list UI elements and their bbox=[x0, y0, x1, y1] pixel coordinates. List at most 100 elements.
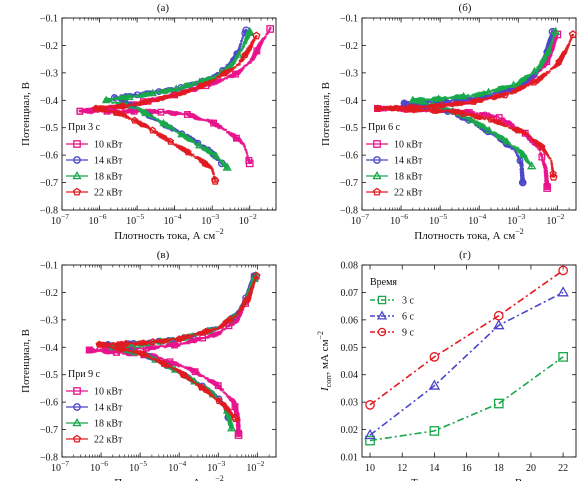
x-tick-exponent: −3 bbox=[211, 212, 219, 221]
x-tick-label: 10−7 bbox=[51, 459, 69, 474]
y-axis-label: Потенциал, В bbox=[20, 329, 32, 393]
series-marker bbox=[430, 106, 439, 114]
y-axis-label-rest: , мА см bbox=[319, 339, 331, 374]
series-marker bbox=[232, 70, 239, 78]
y-tick-label: 0.01 bbox=[341, 453, 359, 464]
polarization-panel: 10−7 10−6 10−5 10−4 10−3 10−2−0.1−0.2−0.3−0.4… bbox=[20, 2, 277, 242]
series-marker bbox=[148, 126, 157, 134]
y-tick-label: −0.5 bbox=[340, 123, 358, 134]
x-axis-label-sup: −2 bbox=[215, 227, 224, 236]
series-path bbox=[369, 356, 564, 442]
series-marker bbox=[400, 99, 408, 107]
series-marker bbox=[157, 108, 165, 116]
anodic-point bbox=[255, 34, 258, 38]
x-tick-label: 10−4 bbox=[168, 459, 186, 474]
y-tick-label: −0.6 bbox=[40, 398, 58, 409]
series-marker bbox=[514, 126, 522, 134]
data-point bbox=[558, 265, 568, 276]
cathodic-point bbox=[212, 173, 215, 176]
x-tick-exponent: −7 bbox=[61, 212, 69, 221]
series-marker bbox=[159, 118, 168, 127]
legend: Время 3 с 6 с 9 с bbox=[370, 277, 415, 339]
cathodic-point bbox=[192, 153, 195, 156]
series-marker bbox=[212, 151, 221, 160]
y-tick-label: −0.3 bbox=[40, 315, 58, 326]
series-marker bbox=[241, 51, 249, 59]
x-tick-base: 10 bbox=[168, 463, 178, 474]
legend: При 9 с 10 кВт 14 кВт 18 кВт 22 кВт bbox=[66, 369, 123, 446]
x-tick-exponent: −7 bbox=[361, 212, 369, 221]
series-curve bbox=[374, 30, 562, 192]
series-end-marker bbox=[543, 184, 552, 192]
x-tick-label: 20 bbox=[526, 463, 536, 474]
x-tick-base: 10 bbox=[468, 216, 478, 227]
x-tick-base: 10 bbox=[390, 216, 400, 227]
series-marker bbox=[538, 153, 546, 161]
cathodic-point bbox=[540, 156, 544, 160]
x-tick-base: 10 bbox=[51, 463, 61, 474]
cathodic-point bbox=[530, 165, 533, 168]
x-axis-label: Плотность тока, А см−2 bbox=[114, 227, 224, 242]
y-axis-label: Потенциал, В bbox=[20, 82, 32, 146]
x-tick-base: 10 bbox=[51, 216, 61, 227]
series-marker bbox=[501, 91, 509, 99]
x-tick-exponent: −2 bbox=[256, 459, 264, 468]
x-tick-label: 22 bbox=[558, 463, 568, 474]
legend-marker bbox=[72, 434, 82, 443]
anodic-point bbox=[251, 284, 255, 288]
legend-marker bbox=[373, 140, 381, 148]
x-tick-base: 10 bbox=[351, 216, 361, 227]
y-tick-label: −0.2 bbox=[40, 288, 58, 299]
x-tick-exponent: −4 bbox=[478, 212, 486, 221]
x-axis-label-sup: −2 bbox=[515, 227, 524, 236]
series-line bbox=[364, 286, 569, 440]
series-marker bbox=[191, 368, 199, 376]
y-tick-label: −0.4 bbox=[40, 96, 58, 107]
series-marker bbox=[484, 125, 494, 134]
series-line bbox=[365, 265, 568, 410]
cathodic-point bbox=[243, 145, 247, 148]
legend-title: При 6 с bbox=[368, 122, 401, 133]
data-point bbox=[429, 352, 440, 362]
x-tick-label: 16 bbox=[462, 463, 472, 474]
series-marker bbox=[408, 95, 418, 104]
cathodic-point bbox=[245, 152, 249, 155]
x-tick-label: 10−6 bbox=[90, 459, 108, 474]
legend-marker bbox=[377, 295, 387, 305]
cathodic-point bbox=[506, 124, 509, 128]
anodic-point bbox=[239, 42, 243, 46]
series-marker bbox=[232, 134, 240, 142]
series-marker bbox=[184, 148, 192, 156]
anodic-point bbox=[552, 36, 555, 40]
y-tick-label: −0.5 bbox=[40, 123, 58, 134]
series-path bbox=[369, 269, 564, 406]
y-tick-label: −0.2 bbox=[40, 41, 58, 52]
series-marker bbox=[177, 129, 186, 138]
legend-marker bbox=[73, 403, 81, 411]
series-marker bbox=[459, 91, 468, 100]
legend: При 3 с 10 кВт 14 кВт 18 кВт 22 кВт bbox=[66, 122, 123, 199]
x-tick-base: 10 bbox=[126, 216, 136, 227]
data-point bbox=[557, 286, 569, 297]
series-marker bbox=[118, 102, 127, 110]
data-point bbox=[365, 400, 375, 410]
x-tick-label: 10−2 bbox=[546, 212, 564, 227]
series-marker bbox=[196, 82, 205, 90]
legend-label: 18 кВт bbox=[394, 172, 423, 183]
cathodic-point bbox=[550, 164, 554, 167]
legend-marker bbox=[73, 140, 81, 148]
series-line bbox=[365, 352, 568, 446]
legend-label: 10 кВт bbox=[94, 387, 123, 398]
x-tick-exponent: −3 bbox=[217, 459, 225, 468]
series-marker bbox=[253, 47, 261, 55]
anodic-point bbox=[255, 274, 258, 278]
plot-frame bbox=[361, 17, 577, 211]
series-marker bbox=[201, 159, 209, 167]
legend-marker bbox=[73, 387, 81, 395]
series-end-marker bbox=[252, 31, 261, 40]
series-marker bbox=[139, 350, 147, 358]
y-tick-label: −0.4 bbox=[40, 343, 58, 354]
y-tick-label: 0.06 bbox=[341, 315, 359, 326]
x-tick-exponent: −4 bbox=[174, 212, 182, 221]
legend-label: 14 кВт bbox=[94, 403, 123, 414]
